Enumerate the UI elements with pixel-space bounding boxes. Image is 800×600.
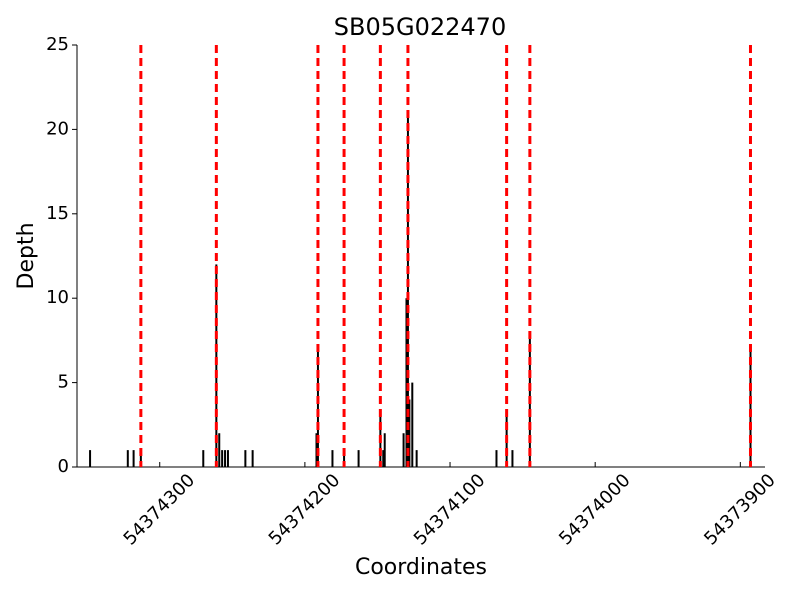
bar: [224, 450, 227, 467]
bar: [139, 450, 142, 467]
chart-title: SB05G022470: [334, 13, 506, 41]
bar: [408, 399, 411, 467]
bar: [244, 450, 247, 467]
bar: [411, 382, 414, 467]
bar: [405, 298, 408, 467]
bar: [402, 433, 405, 467]
x-tick-label: 54373900: [700, 470, 780, 550]
bar: [331, 450, 334, 467]
bar: [202, 450, 205, 467]
bar: [221, 450, 224, 467]
bar: [316, 348, 319, 467]
bar: [406, 112, 409, 468]
x-tick-label: 54374300: [120, 470, 200, 550]
bar: [126, 450, 129, 467]
bar: [749, 348, 752, 467]
bar: [495, 450, 498, 467]
y-axis-label: Depth: [14, 222, 39, 289]
bar: [357, 450, 360, 467]
bar: [132, 450, 135, 467]
y-tick-label: 10: [46, 287, 69, 308]
x-axis-label: Coordinates: [355, 555, 487, 580]
bar: [218, 433, 221, 467]
bar: [343, 450, 346, 467]
x-tick-label: 54374100: [410, 470, 490, 550]
x-tick-label: 54374000: [555, 470, 635, 550]
y-tick-label: 15: [46, 203, 69, 224]
y-tick-label: 5: [58, 372, 69, 393]
bar: [382, 450, 385, 467]
y-tick-label: 25: [46, 34, 69, 55]
x-tick-label: 54374200: [265, 470, 345, 550]
y-tick-label: 0: [58, 456, 69, 477]
bar: [251, 450, 254, 467]
bar: [511, 450, 514, 467]
bar: [215, 264, 218, 467]
bar: [226, 450, 229, 467]
bar: [383, 433, 386, 467]
bar: [415, 450, 418, 467]
bar: [89, 450, 92, 467]
y-tick-label: 20: [46, 118, 69, 139]
